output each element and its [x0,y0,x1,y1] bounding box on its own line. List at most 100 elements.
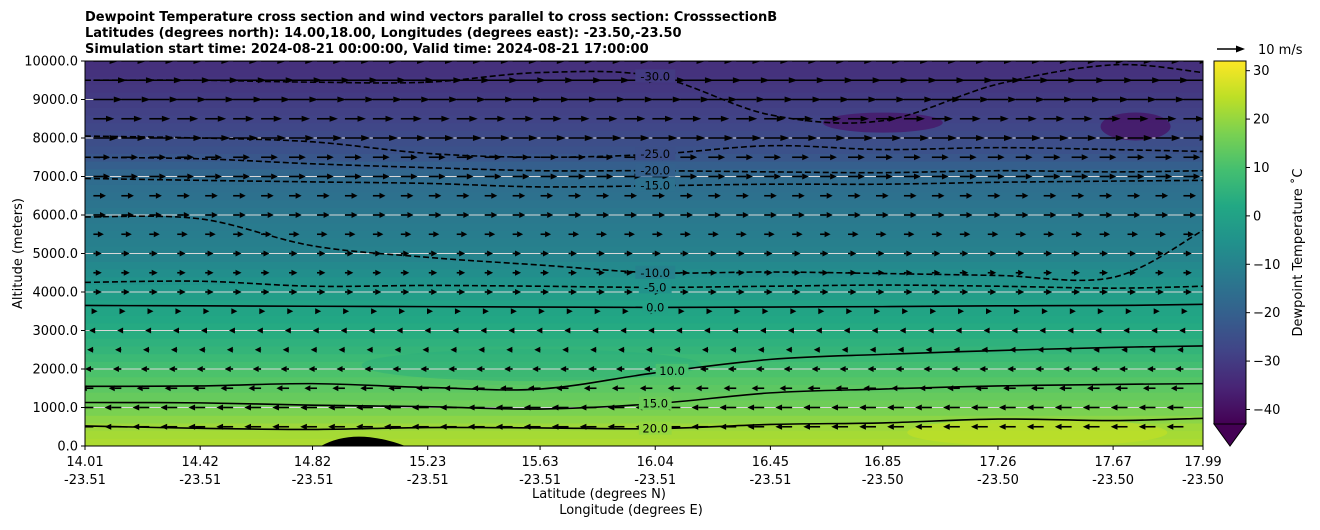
wind-arrow-head [1175,96,1185,103]
wind-arrow [540,231,552,238]
contour-label-bg [638,280,672,294]
wind-arrow-head [1025,173,1033,180]
wind-arrow-head [1101,269,1108,276]
wind-arrow [959,212,973,218]
wind-arrow [676,327,683,334]
wind-arrow-head [1046,250,1053,257]
colorbar-extend-min [1213,423,1247,447]
wind-arrow [1063,366,1072,372]
wind-arrow-head [790,308,797,315]
wind-arrow-head [237,231,244,238]
wind-arrow [875,250,885,257]
wind-arrow [121,96,151,103]
wind-arrow-head [123,250,130,257]
field-band [85,415,1203,424]
x-tick-label-lon: -23.50 [1182,473,1224,488]
wind-arrow [93,269,102,276]
y-tick-label: 6000.0 [33,209,79,224]
wind-arrow-head [1018,289,1025,295]
wind-arrow [368,327,375,334]
wind-arrow-head [1078,192,1085,199]
wind-arrow [708,115,730,122]
wind-arrow [943,404,960,411]
wind-arrow-head [892,61,902,64]
wind-arrow [987,61,1013,64]
wind-arrow-head [300,423,307,430]
wind-arrow-head [112,366,119,372]
wind-arrow-head [752,135,762,141]
wind-arrow [1043,135,1069,141]
wind-arrow [875,212,889,218]
wind-arrow-head [452,327,459,334]
wind-arrow-head [173,327,180,334]
wind-arrow-head [127,192,134,199]
terrain [320,436,406,446]
wind-arrow [646,346,653,353]
wind-arrow-head [976,135,986,141]
wind-arrow-head [420,366,427,372]
wind-arrow [272,423,290,430]
wind-arrow-head [284,327,291,334]
wind-arrow-head [915,404,922,411]
wind-arrow [400,135,427,141]
wind-arrow-head [620,327,627,334]
wind-arrow [667,385,681,392]
wind-arrow-head [566,308,573,315]
wind-arrow-head [626,269,633,276]
colorbar: −40 −30 −20 −10 0 10 20 30 Dewpoint Temperature … [1213,60,1306,447]
wind-arrow-head [300,404,307,411]
wind-arrow [1183,135,1203,141]
x-tick-label-lon: -23.51 [519,473,561,488]
wind-arrow-head [783,366,790,372]
wind-arrow-head [843,327,850,334]
wind-arrow-head [435,192,442,199]
title-line: Latitudes (degrees north): 14.00,18.00, … [85,26,682,41]
wind-arrow [316,115,338,122]
wind-arrow-head [628,231,635,238]
wind-arrow-head [248,385,255,392]
wind-arrow [540,115,562,122]
wind-arrow [764,115,786,122]
wind-arrow-head [454,308,461,315]
wind-arrow-head [1069,308,1076,315]
wind-arrow [732,327,739,334]
wind-arrow [484,250,494,257]
wind-arrow [344,269,354,276]
wind-arrow-head [719,404,727,411]
wind-arrow [568,231,580,238]
wind-arrow-head [969,154,977,161]
wind-arrow [1031,385,1044,392]
wind-arrow-head [979,366,986,372]
wind-arrow-head [131,173,139,180]
wind-arrow-head [1059,385,1066,392]
wind-arrow [903,289,913,295]
wind-arrow-head [319,289,326,295]
wind-arrow [512,135,538,141]
wind-arrow-head [622,308,629,315]
wind-arrow [205,250,214,257]
wind-arrow [540,135,566,141]
wind-arrow [1043,96,1074,103]
wind-arrow-head [756,96,766,103]
wind-arrow-head [631,192,638,199]
wind-arrow-head [1185,269,1192,276]
x-tick-label-lat: 16.04 [637,455,674,470]
wind-arrow-head [1082,423,1090,430]
wind-arrow-head [886,173,893,180]
wind-arrow-head [1059,135,1069,141]
wind-arrow [1015,154,1033,161]
wind-arrow [448,366,457,372]
wind-arrow-head [310,346,317,353]
x-tick-label-lon: -23.51 [179,473,221,488]
wind-arrow-head [375,289,382,295]
wind-arrow [316,250,326,257]
wind-arrow [233,115,255,122]
wind-arrow-head [1036,96,1046,103]
wind-arrow [540,96,570,103]
contour-label-bg [638,421,672,435]
contour-label-bg [635,265,676,279]
wind-arrow [568,269,577,276]
wind-arrow-head [239,212,246,218]
wind-arrow-head [774,154,781,161]
